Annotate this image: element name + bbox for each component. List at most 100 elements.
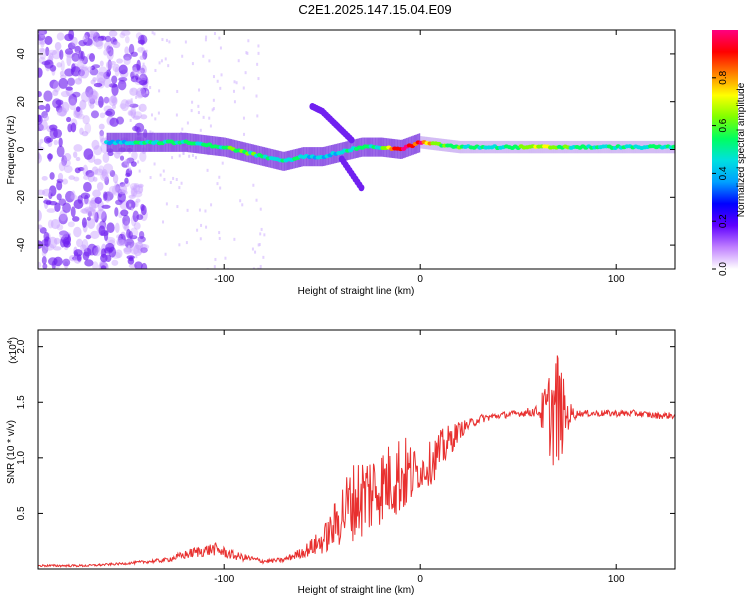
noise-blob (96, 182, 104, 191)
noise-speck (198, 208, 201, 212)
noise-blob (89, 102, 95, 109)
noise-blob (111, 104, 117, 110)
noise-blob (45, 103, 51, 113)
noise-blob (98, 225, 106, 236)
noise-blob (116, 239, 127, 247)
noise-blob (133, 111, 143, 120)
noise-blob (71, 36, 78, 47)
noise-blob (124, 46, 130, 55)
noise-blob (81, 208, 88, 214)
noise-blob (137, 183, 144, 188)
noise-blob (45, 137, 53, 143)
noise-blob (123, 159, 130, 166)
noise-speck (219, 86, 222, 90)
noise-blob (124, 177, 129, 184)
noise-blob (73, 226, 82, 238)
noise-speck (175, 113, 178, 117)
noise-speck (129, 167, 132, 171)
noise-blob (138, 230, 145, 240)
noise-speck (259, 264, 262, 268)
noise-blob (139, 55, 145, 61)
noise-speck (263, 233, 266, 237)
noise-blob (137, 46, 146, 53)
noise-blob (89, 67, 99, 76)
noise-speck (241, 203, 244, 207)
noise-blob (57, 172, 64, 181)
spectrogram-xtick-label: -100 (214, 274, 234, 285)
noise-blob (135, 198, 141, 203)
noise-speck (247, 39, 250, 43)
noise-blob (123, 53, 132, 61)
noise-blob (79, 99, 87, 110)
noise-blob (99, 130, 104, 143)
colorbar-tick-label: 0.8 (718, 70, 729, 84)
noise-speck (235, 81, 238, 85)
noise-speck (181, 54, 184, 58)
noise-blob (53, 139, 59, 146)
noise-speck (175, 178, 178, 182)
noise-blob (78, 65, 89, 72)
spectrogram-ytick-label: 0 (16, 146, 27, 152)
noise-blob (132, 115, 141, 120)
noise-blob (108, 83, 118, 88)
noise-blob (100, 172, 109, 182)
noise-speck (190, 109, 193, 113)
noise-blob (123, 247, 132, 255)
noise-blob (79, 66, 90, 79)
noise-speck (244, 71, 247, 75)
noise-blob (84, 206, 94, 213)
noise-blob (47, 49, 58, 56)
noise-blob (67, 77, 76, 87)
noise-blob (84, 122, 92, 134)
noise-blob (107, 46, 114, 57)
noise-blob (124, 35, 130, 44)
noise-speck (198, 88, 201, 92)
noise-speck (243, 132, 246, 136)
noise-speck (186, 208, 189, 212)
noise-speck (164, 252, 167, 256)
noise-blob (73, 176, 80, 182)
noise-blob (72, 151, 78, 159)
noise-blob (56, 193, 62, 201)
snr-xlabel: Height of straight line (km) (298, 585, 415, 596)
noise-blob (80, 208, 90, 214)
noise-blob (65, 190, 75, 203)
noise-speck (138, 106, 141, 110)
snr-ticks: -100 0 100 0.5 1.0 1.5 2.0 (16, 330, 675, 585)
noise-blob (39, 30, 45, 39)
snr-ytick-label: 2.0 (16, 339, 27, 353)
noise-blob (74, 77, 83, 85)
noise-speck (199, 237, 202, 241)
noise-blob (75, 156, 81, 162)
noise-speck (142, 62, 145, 66)
snr-multiplier: (x104) (7, 337, 19, 364)
noise-blob (43, 90, 53, 102)
noise-speck (216, 79, 219, 83)
noise-blob (48, 52, 54, 62)
noise-blob (138, 79, 148, 86)
noise-speck (158, 89, 161, 93)
noise-blob (44, 59, 54, 69)
colorbar-tick-label: 0.6 (718, 118, 729, 132)
noise-blob (137, 69, 144, 75)
noise-blob (140, 114, 148, 120)
noise-blob (119, 103, 127, 109)
noise-blob (60, 60, 65, 72)
noise-blob (74, 167, 81, 174)
noise-blob (76, 113, 85, 120)
snr-xtick-label: 100 (608, 574, 625, 585)
noise-blob (58, 78, 68, 89)
noise-blob (62, 258, 71, 267)
noise-speck (208, 116, 211, 120)
noise-blob (81, 217, 87, 228)
noise-speck (262, 255, 265, 259)
noise-speck (146, 90, 149, 94)
noise-blob (67, 221, 75, 228)
noise-speck (181, 127, 184, 131)
noise-blob (56, 145, 65, 158)
noise-blob (119, 32, 126, 39)
noise-speck (194, 156, 197, 160)
noise-blob (133, 182, 140, 188)
noise-blob (128, 194, 136, 199)
noise-speck (257, 51, 260, 55)
